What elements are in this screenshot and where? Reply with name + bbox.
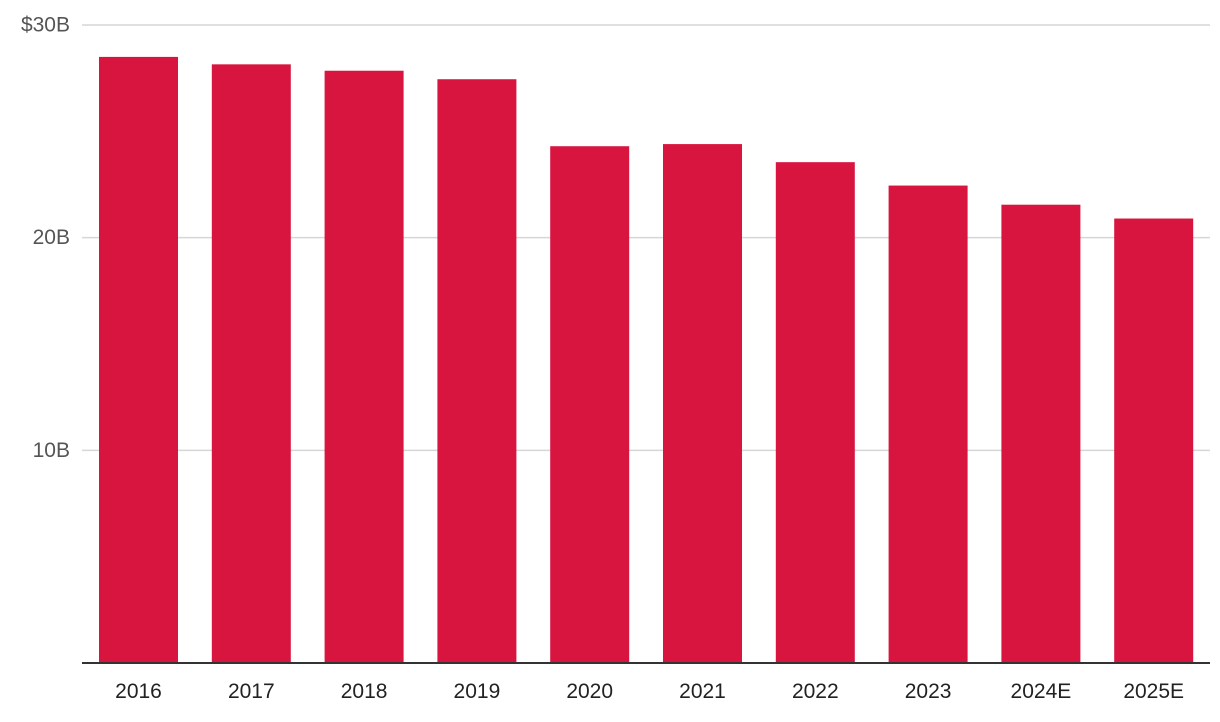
bar-2023: [888, 185, 968, 663]
x-axis-tick-labels: 2016 2017 2018 2019 2020 2021 2022 2023 2024E 202…: [115, 680, 1184, 703]
bar-2025E: [1114, 218, 1194, 663]
x-tick-label: 2023: [905, 680, 952, 703]
x-tick-label: 2020: [566, 680, 613, 703]
bar-2022: [775, 162, 855, 664]
y-tick-label: 20B: [33, 226, 70, 249]
x-tick-label: 2024E: [1011, 680, 1072, 703]
x-tick-label: 2016: [115, 680, 162, 703]
x-tick-label: 2017: [228, 680, 275, 703]
y-tick-label: $30B: [21, 14, 70, 37]
bars: [99, 56, 1194, 664]
x-tick-label: 2019: [454, 680, 501, 703]
bar-2019: [437, 79, 517, 664]
bar-2016: [99, 56, 178, 663]
y-tick-label: 10B: [33, 439, 70, 462]
bar-2017: [211, 64, 291, 664]
y-axis-tick-labels: 10B 20B $30B: [21, 14, 70, 462]
bar-2018: [324, 70, 404, 664]
x-tick-label: 2022: [792, 680, 839, 703]
bar-2024E: [1001, 204, 1081, 663]
x-tick-label: 2025E: [1123, 680, 1184, 703]
x-tick-label: 2021: [679, 680, 726, 703]
bar-2020: [550, 146, 630, 664]
bar-2021: [663, 144, 742, 664]
x-tick-label: 2018: [341, 680, 388, 703]
